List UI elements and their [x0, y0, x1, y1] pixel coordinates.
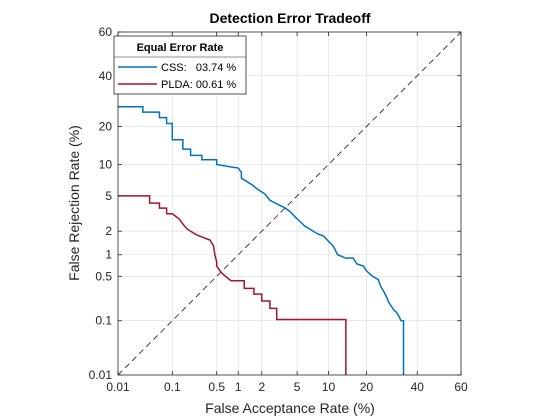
y-tick-label: 1: [105, 248, 112, 262]
x-tick-label: 1: [235, 380, 242, 394]
x-tick-label: 2: [258, 380, 265, 394]
grid: [118, 32, 461, 375]
y-tick-label: 0.01: [89, 368, 113, 382]
x-tick-label: 5: [294, 380, 301, 394]
y-tick-label: 2: [105, 224, 112, 238]
x-axis-label: False Acceptance Rate (%): [205, 400, 375, 416]
chart-title: Detection Error Tradeoff: [209, 10, 370, 26]
legend-entry-css: CSS: 03.74 %: [161, 62, 236, 74]
series-line-css: [118, 106, 405, 375]
x-tick-label: 0.01: [106, 380, 130, 394]
y-tick-label: 5: [105, 189, 112, 203]
legend-title: Equal Error Rate: [137, 42, 224, 54]
x-tick-labels: 0.01 0.1 0.5 1 2 5 10 20 40 60: [106, 380, 468, 394]
x-tick-label: 10: [322, 380, 336, 394]
y-tick-label: 0.1: [95, 314, 112, 328]
tick-marks: [117, 31, 462, 376]
y-tick-labels: 0.01 0.1 0.5 1 2 5 10 20 40 60: [89, 25, 113, 382]
legend-box: [113, 35, 247, 95]
x-tick-label: 20: [360, 380, 374, 394]
reference-diagonal: [117, 31, 462, 376]
x-tick-label: 60: [454, 380, 468, 394]
series-line-plda: [118, 195, 347, 375]
y-tick-label: 40: [99, 69, 113, 83]
series-group: [118, 106, 405, 375]
y-tick-label: 0.5: [95, 269, 112, 283]
x-tick-label: 0.5: [208, 380, 225, 394]
y-axis-label: False Rejection Rate (%): [66, 125, 82, 281]
y-tick-label: 60: [99, 25, 113, 39]
legend-entry-plda: PLDA: 00.61 %: [161, 79, 236, 91]
y-tick-label: 10: [99, 158, 113, 172]
y-tick-label: 20: [99, 120, 113, 134]
axes-box: [117, 31, 462, 376]
x-tick-label: 0.1: [164, 380, 181, 394]
x-tick-label: 40: [411, 380, 425, 394]
legend: Equal Error Rate CSS: 03.74 % PLDA: 00.6…: [113, 35, 247, 95]
